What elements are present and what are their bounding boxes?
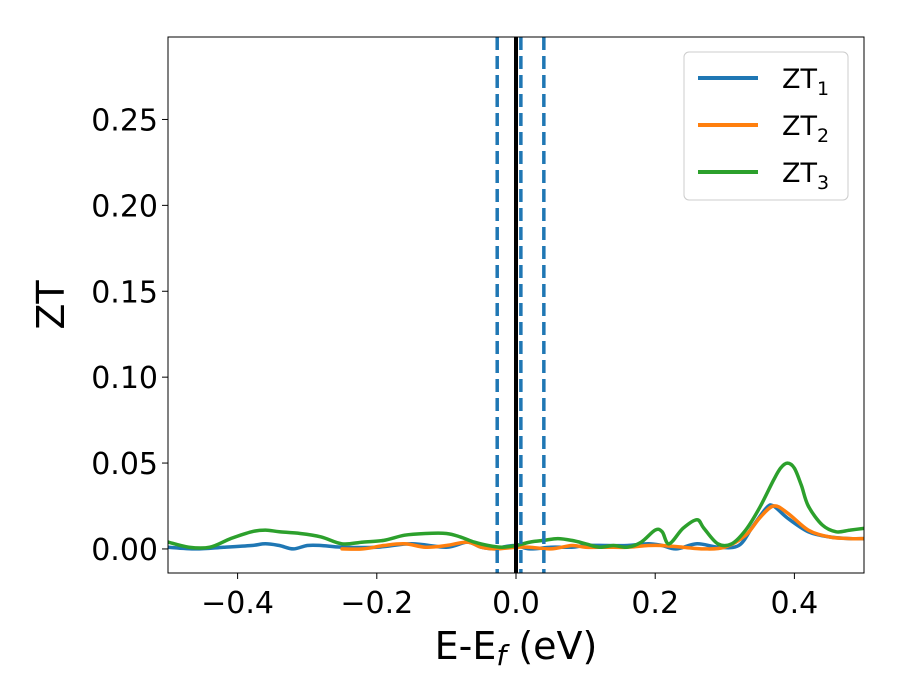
legend: ZT1 ZT2 ZT3: [683, 51, 849, 201]
x-tick-label: 0.2: [631, 586, 679, 621]
x-axis-label-main: E-E: [435, 624, 497, 668]
legend-label-zt3: ZT3: [782, 158, 829, 194]
plot-contents: [168, 37, 864, 573]
x-tick-label: −0.2: [340, 586, 413, 621]
y-tick-label: 0.00: [91, 533, 158, 568]
x-tick-label: 0.0: [492, 586, 540, 621]
y-tick-label: 0.20: [91, 189, 158, 224]
y-tick-label: 0.05: [91, 447, 158, 482]
series-line-zt3: [168, 461, 864, 550]
axis-ticks: −0.4 −0.2 0.0 0.2 0.4 0.00 0.05 0.10 0.15 0.20 0.2…: [91, 103, 818, 621]
y-tick-label: 0.15: [91, 275, 158, 310]
x-tick-label: −0.4: [201, 586, 274, 621]
x-tick-label: 0.4: [771, 586, 819, 621]
x-axis-label-unit: (eV): [506, 624, 597, 668]
legend-box: [683, 51, 849, 201]
y-axis-label: ZT: [29, 280, 73, 330]
x-axis-label: E-Ef (eV): [435, 624, 598, 672]
legend-label-zt1: ZT1: [782, 64, 829, 100]
y-tick-label: 0.25: [91, 103, 158, 138]
y-tick-label: 0.10: [91, 361, 158, 396]
legend-label-zt2: ZT2: [782, 111, 829, 147]
